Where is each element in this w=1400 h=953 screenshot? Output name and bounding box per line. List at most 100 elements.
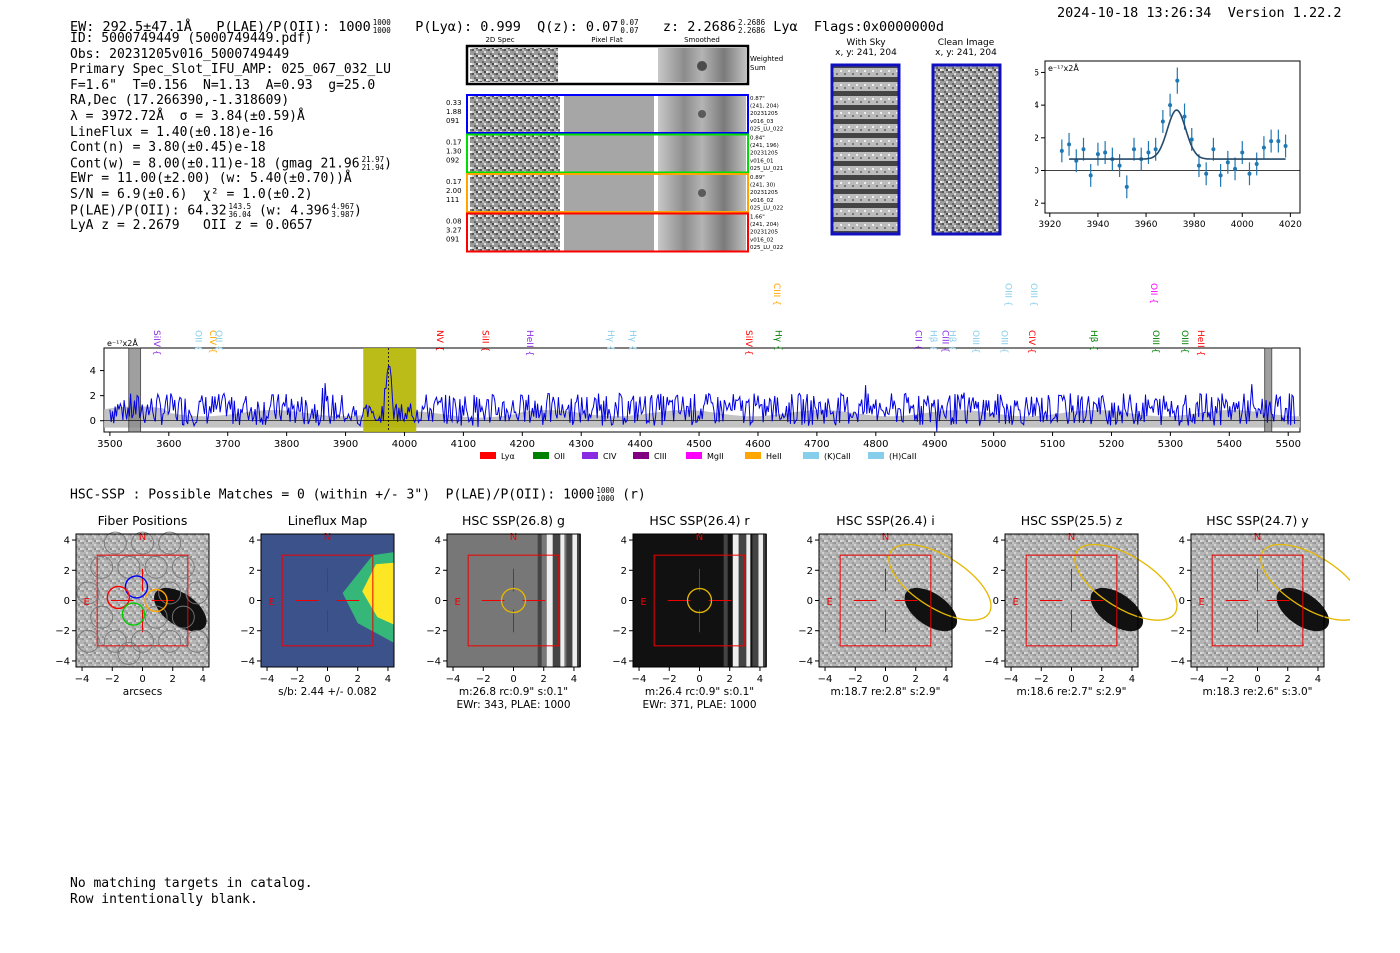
- vertical-stripe: [552, 534, 561, 667]
- x-tick-label: 3980: [1183, 220, 1206, 230]
- emission-line-label: SiII {: [479, 330, 489, 352]
- emission-line-label: Hγ {: [627, 330, 637, 351]
- data-point: [1283, 143, 1288, 148]
- col-pixelflat-label: Pixel Flat: [591, 36, 623, 44]
- info-lineflux: LineFlux = 1.40(±0.18)e-16: [70, 124, 274, 140]
- hsc-panels: Fiber Positions N E −4 −2 0 2 4 4 2 0 −2 −4 arcsecs Li…: [55, 513, 1350, 711]
- y-tick-label: -2: [1035, 199, 1039, 209]
- cutout-left-value: 091: [446, 236, 459, 244]
- vertical-stripe: [762, 534, 767, 667]
- info-contn: Cont(n) = 3.80(±0.45)e-18: [70, 140, 266, 156]
- north-label: N: [324, 532, 331, 543]
- y-tick-label: 2: [64, 566, 70, 577]
- panel-title: HSC SSP(26.4) i: [836, 513, 934, 528]
- y-tick-label: −2: [612, 626, 627, 637]
- y-tick-label: 4: [249, 536, 255, 547]
- x-tick-label: 4700: [804, 439, 829, 450]
- y-tick-label: −2: [1170, 626, 1185, 637]
- x-tick-label: 3900: [333, 439, 358, 450]
- x-tick-label: −4: [260, 674, 275, 685]
- x-tick-label: 4000: [1231, 220, 1254, 230]
- panel-caption: arcsecs: [123, 686, 162, 698]
- fiber-circle: [131, 531, 154, 555]
- x-tick-label: −4: [1190, 674, 1205, 685]
- x-tick-label: −2: [1220, 674, 1235, 685]
- cutout-left-value: 1.30: [446, 148, 462, 156]
- x-tick-label: 3940: [1086, 220, 1109, 230]
- emission-line-label: CIII {: [939, 330, 949, 353]
- with-sky-image: [830, 63, 901, 236]
- legend-swatch: [480, 452, 496, 459]
- cutout-right-value: v016_02: [750, 237, 774, 243]
- fiber-highlight: [121, 602, 146, 626]
- y-tick-label: 0: [993, 596, 999, 607]
- x-tick-label: 0: [510, 674, 516, 685]
- cutout-right-value: (241, 196): [750, 143, 779, 149]
- header-flags: Flags:0x0000000d: [813, 19, 944, 35]
- emission-line-label: OIII {: [1150, 330, 1160, 354]
- cutout-left-value: 0.17: [446, 178, 462, 186]
- cutout-right-value: 0.89": [750, 175, 765, 181]
- line-zoom-plot: e⁻¹⁷x2Å 3920 3940 3960 3980 4000 4020 6 4 2 0 -2: [1035, 60, 1302, 230]
- x-tick-label: 0: [139, 674, 145, 685]
- cutout-2dspec: [470, 135, 560, 172]
- cutout-2dspec: [470, 175, 560, 211]
- hsc-title: HSC-SSP : Possible Matches = 0 (within +…: [70, 486, 646, 503]
- emission-line-label: OIII {: [1028, 283, 1038, 307]
- line-window-highlight: [363, 348, 417, 432]
- cutout-right-value: v016_02: [750, 198, 774, 204]
- info-plae: P(LAE)/P(OII): 64.32 143.5 36.04 (w: 4.396…: [70, 201, 362, 219]
- vertical-stripe: [566, 534, 573, 667]
- cutout-pixelflat: [564, 135, 654, 172]
- x-tick-label: 4: [757, 674, 763, 685]
- panel-caption-2: EWr: 371, PLAE: 1000: [642, 699, 756, 711]
- y-tick-label: 2: [435, 566, 441, 577]
- emission-line-label: Hβ {: [947, 330, 957, 351]
- x-tick-label: −4: [632, 674, 647, 685]
- legend-swatch: [745, 452, 761, 459]
- detection-info: ID: 5000749449 (5000749449.pdf) Obs: 202…: [70, 31, 392, 234]
- legend-label: Lyα: [501, 452, 515, 461]
- panel-title: HSC SSP(25.5) z: [1021, 513, 1123, 528]
- x-tick-label: 3960: [1135, 220, 1158, 230]
- x-tick-label: −4: [446, 674, 461, 685]
- emission-line-label: OII {: [192, 330, 202, 351]
- y-tick-label: −4: [240, 656, 255, 667]
- data-point: [1067, 142, 1072, 147]
- vertical-stripe: [746, 534, 751, 667]
- cutout-right-value: 0.87": [750, 96, 765, 102]
- data-point: [1088, 173, 1093, 178]
- fiber-circle: [131, 629, 154, 653]
- fiber-circle: [76, 581, 100, 605]
- east-label: E: [641, 597, 647, 608]
- cutout-pixelflat: [564, 214, 654, 251]
- cutout-pixelflat: [564, 175, 654, 211]
- y-tick-label: 0: [435, 596, 441, 607]
- y-tick-label: 0: [1179, 596, 1185, 607]
- sum-label: Sum: [750, 64, 766, 72]
- data-point: [1247, 171, 1252, 176]
- info-id: ID: 5000749449 (5000749449.pdf): [70, 31, 313, 46]
- y-tick-label: 2: [249, 566, 255, 577]
- legend-label: (H)CaII: [889, 452, 916, 461]
- panel-caption-2: EWr: 343, PLAE: 1000: [456, 699, 570, 711]
- data-point: [1254, 161, 1259, 166]
- vertical-stripe: [576, 534, 581, 667]
- search-box: [839, 554, 932, 647]
- clean-image: [931, 63, 1002, 236]
- emission-line-label: OII {: [213, 330, 223, 351]
- vertical-stripe: [572, 534, 581, 667]
- x-tick-label: −4: [818, 674, 833, 685]
- y-tick-label: 4: [807, 536, 813, 547]
- y-tick-label: 2: [621, 566, 627, 577]
- emission-line-label: OIII {: [970, 330, 980, 354]
- emission-line-label: CIV {: [207, 330, 217, 354]
- info-sn: S/N = 6.9(±0.6) χ² = 1.0(±0.2): [70, 186, 313, 202]
- cutout-2dspec: [470, 214, 560, 251]
- x-tick-label: 3500: [97, 439, 122, 450]
- footer-line-2: Row intentionally blank.: [70, 891, 258, 907]
- header-ew: EW: 292.5±47.1Å: [70, 19, 192, 35]
